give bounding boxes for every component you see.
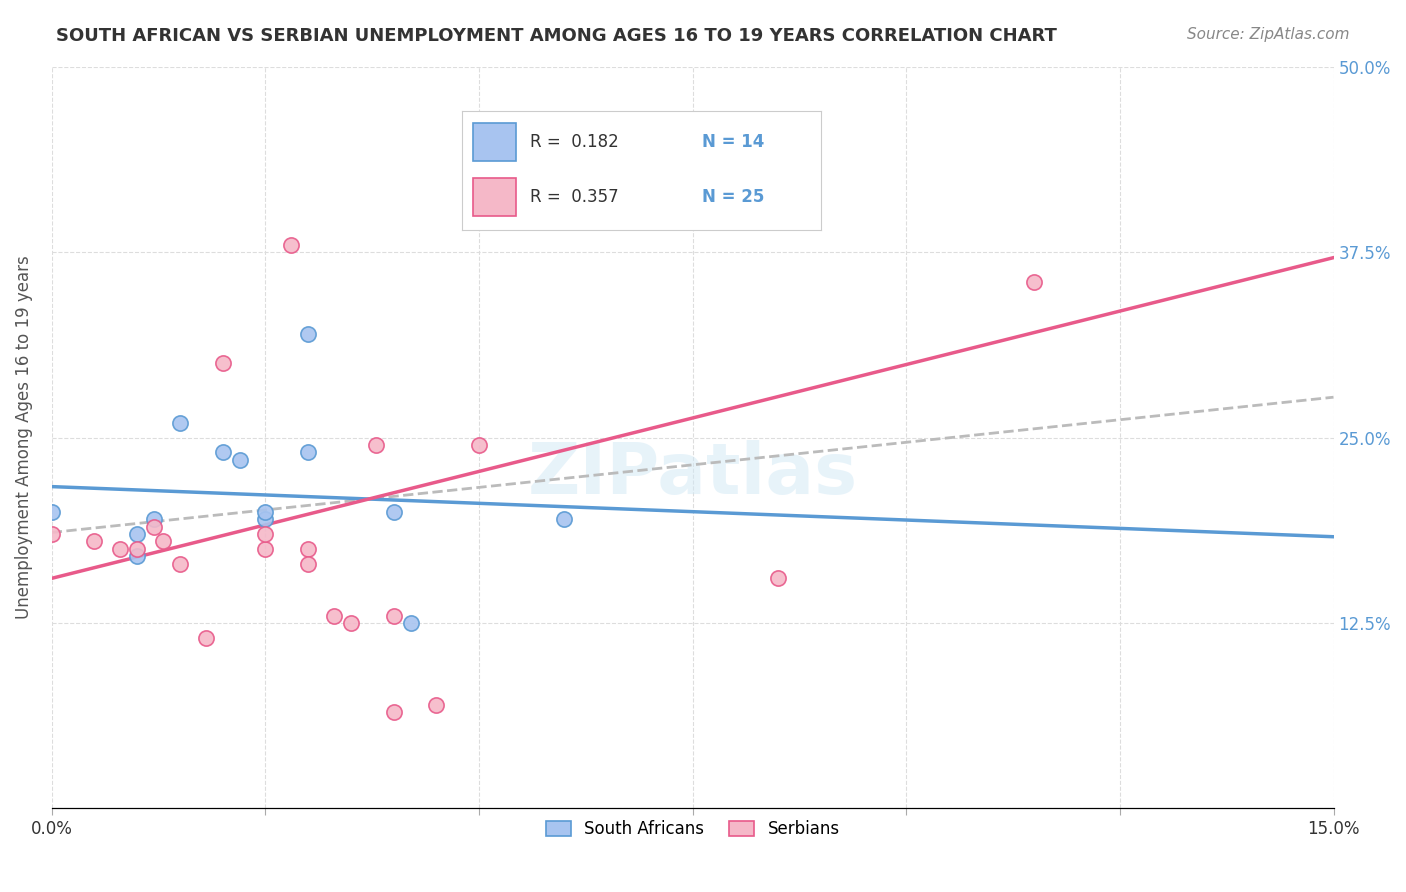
Point (1024, 275, 1046, 289)
Text: Source: ZipAtlas.com: Source: ZipAtlas.com (1187, 27, 1350, 42)
Point (254, 527, 277, 541)
Point (510, 186, 533, 200)
Text: SOUTH AFRICAN VS SERBIAN UNEMPLOYMENT AMONG AGES 16 TO 19 YEARS CORRELATION CHAR: SOUTH AFRICAN VS SERBIAN UNEMPLOYMENT AM… (56, 27, 1057, 45)
Point (229, 452, 252, 467)
Point (638, 186, 661, 200)
Point (169, 557, 191, 571)
Point (152, 534, 174, 549)
Point (297, 541, 319, 556)
Point (41, 527, 63, 541)
Point (254, 505, 277, 519)
Point (425, 698, 447, 712)
Point (468, 438, 491, 452)
Point (194, 631, 217, 645)
Point (127, 549, 149, 564)
Point (340, 615, 363, 630)
Legend: South Africans, Serbians: South Africans, Serbians (538, 814, 846, 845)
Point (382, 505, 405, 519)
Point (127, 527, 149, 541)
Point (143, 512, 166, 526)
Point (297, 326, 319, 341)
Point (382, 705, 405, 719)
Point (297, 557, 319, 571)
Point (169, 416, 191, 430)
Point (297, 445, 319, 459)
Point (211, 445, 233, 459)
Point (143, 519, 166, 533)
Point (254, 512, 277, 526)
Text: ZIPatlas: ZIPatlas (527, 440, 858, 509)
Point (382, 608, 405, 623)
Point (399, 615, 422, 630)
Point (83, 534, 105, 549)
Point (766, 572, 789, 586)
Point (280, 237, 302, 252)
Point (108, 541, 131, 556)
Point (254, 541, 277, 556)
Y-axis label: Unemployment Among Ages 16 to 19 years: Unemployment Among Ages 16 to 19 years (15, 256, 32, 619)
Point (322, 608, 344, 623)
Point (211, 356, 233, 370)
Point (41, 505, 63, 519)
Point (553, 512, 575, 526)
Point (127, 541, 149, 556)
Point (366, 438, 388, 452)
